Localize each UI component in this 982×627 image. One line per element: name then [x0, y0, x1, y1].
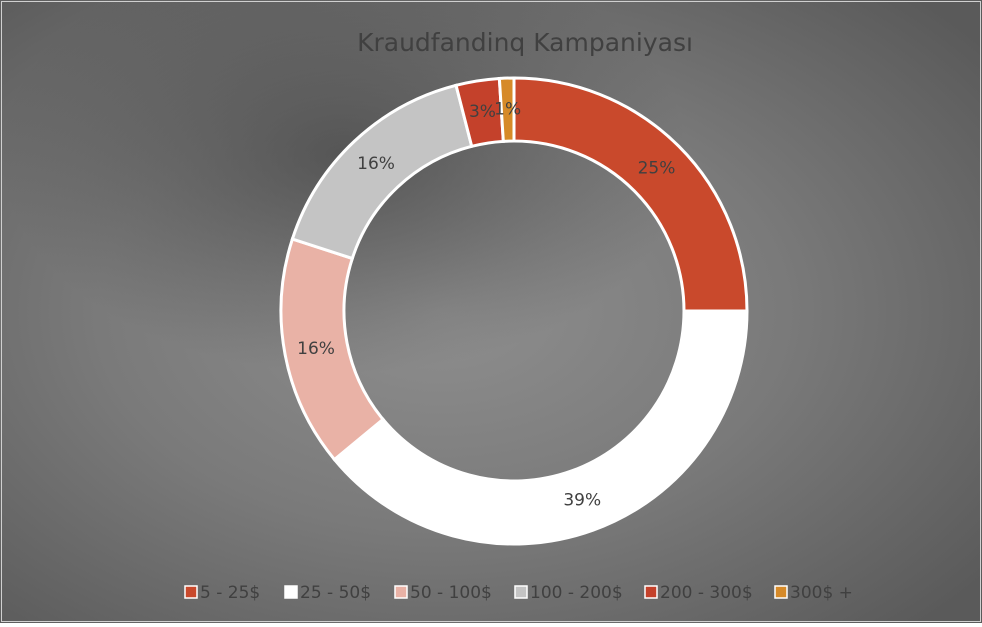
data-label: 39% [563, 491, 601, 511]
legend-label: 25 - 50$ [300, 583, 371, 603]
data-label: 3% [469, 102, 496, 122]
data-label: 16% [297, 339, 335, 359]
data-label: 25% [638, 159, 676, 179]
page: Kraudfandinq Kampaniyası 25%39%16%16%3%1… [0, 0, 982, 623]
legend-marker [515, 586, 527, 598]
chart-title: Kraudfandinq Kampaniyası [357, 28, 693, 57]
legend-marker [395, 586, 407, 598]
legend-label: 300$ + [790, 583, 853, 603]
legend-label: 100 - 200$ [530, 583, 623, 603]
legend-marker [775, 586, 787, 598]
data-label: 1% [494, 100, 521, 120]
legend-marker [645, 586, 657, 598]
legend-label: 5 - 25$ [200, 583, 260, 603]
legend-label: 200 - 300$ [660, 583, 753, 603]
legend-label: 50 - 100$ [410, 583, 492, 603]
chart: Kraudfandinq Kampaniyası 25%39%16%16%3%1… [0, 0, 982, 623]
legend-marker [285, 586, 297, 598]
data-label: 16% [357, 154, 395, 174]
legend-marker [185, 586, 197, 598]
